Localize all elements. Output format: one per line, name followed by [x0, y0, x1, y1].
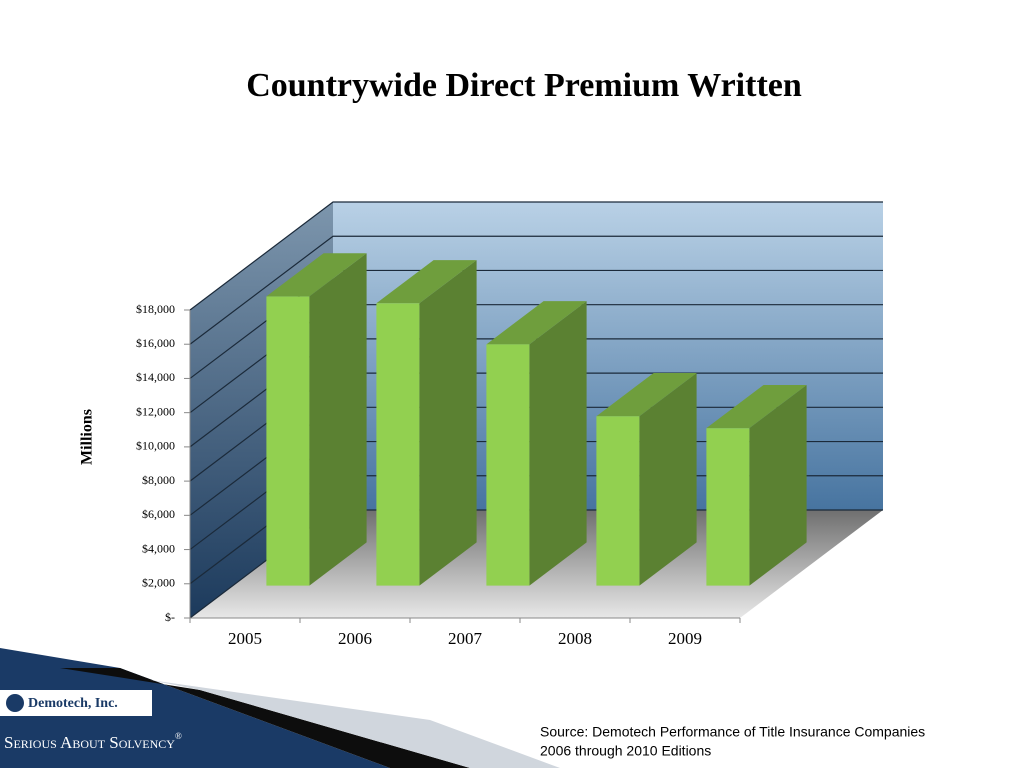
chart-title: Countrywide Direct Premium Written: [246, 67, 802, 104]
tagline-text: Serious About Solvency: [4, 733, 175, 752]
tagline: Serious About Solvency®: [4, 731, 182, 752]
footer-band: [60, 668, 470, 768]
bar: [486, 344, 530, 586]
y-tick-label: $14,000: [136, 370, 175, 384]
y-tick-label: $12,000: [136, 404, 175, 418]
bar: [706, 428, 750, 586]
y-tick-label: $6,000: [142, 507, 175, 521]
x-tick-label: 2005: [228, 629, 262, 648]
tagline-mark: ®: [175, 731, 182, 741]
bar: [596, 416, 640, 586]
grid-line: [189, 201, 883, 311]
logo-icon: [6, 694, 24, 712]
bar-top: [706, 384, 807, 429]
bars: [266, 253, 807, 586]
y-tick-label: $8,000: [142, 473, 175, 487]
y-tick-label: $18,000: [136, 302, 175, 316]
bar: [266, 296, 310, 586]
y-tick-label: $16,000: [136, 336, 175, 350]
bar-top: [376, 260, 477, 304]
x-tick-label: 2008: [558, 629, 592, 648]
bar-top: [486, 301, 587, 345]
grid-line: [189, 235, 883, 345]
x-tick-label: 2009: [668, 629, 702, 648]
x-tick-label: 2007: [448, 629, 483, 648]
footer-band-light: [150, 680, 560, 768]
bar-side: [749, 384, 807, 586]
y-axis-label: Millions: [79, 409, 96, 465]
source-line: Source: Demotech Performance of Title In…: [540, 724, 925, 740]
bar: [376, 303, 420, 586]
bar-side: [639, 373, 697, 586]
y-tick-label: $-: [165, 610, 175, 624]
footer-swoosh: [0, 648, 390, 768]
bar-top: [266, 253, 367, 297]
bar-side: [419, 260, 477, 586]
y-tick-label: $10,000: [136, 439, 175, 453]
bar-side: [529, 301, 587, 586]
bar-top: [596, 373, 697, 417]
y-tick-label: $4,000: [142, 541, 175, 555]
bar-side: [309, 253, 367, 586]
source-line: 2006 through 2010 Editions: [540, 743, 711, 759]
x-tick-label: 2006: [338, 629, 372, 648]
logo-box: [0, 690, 152, 716]
y-tick-label: $2,000: [142, 576, 175, 590]
logo-text: Demotech, Inc.: [28, 696, 118, 711]
